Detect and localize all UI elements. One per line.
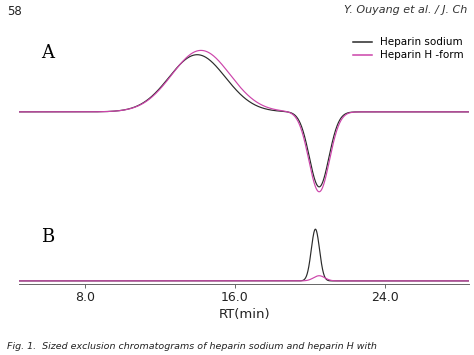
Legend: Heparin sodium, Heparin H -form: Heparin sodium, Heparin H -form xyxy=(349,33,468,65)
Text: 58: 58 xyxy=(7,5,22,18)
Text: Fig. 1.  Sized exclusion chromatograms of heparin sodium and heparin H with: Fig. 1. Sized exclusion chromatograms of… xyxy=(7,343,377,351)
X-axis label: RT(min): RT(min) xyxy=(219,308,270,321)
Text: Y. Ouyang et al. / J. Ch: Y. Ouyang et al. / J. Ch xyxy=(344,5,467,15)
Text: B: B xyxy=(42,228,55,246)
Text: A: A xyxy=(42,44,55,62)
